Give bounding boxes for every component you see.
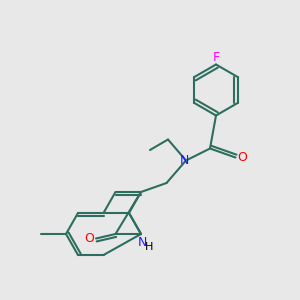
Text: F: F <box>212 51 220 64</box>
Text: N: N <box>180 154 189 167</box>
Text: N: N <box>138 236 147 249</box>
Text: H: H <box>145 242 154 253</box>
Text: O: O <box>237 151 247 164</box>
Text: O: O <box>85 232 94 245</box>
